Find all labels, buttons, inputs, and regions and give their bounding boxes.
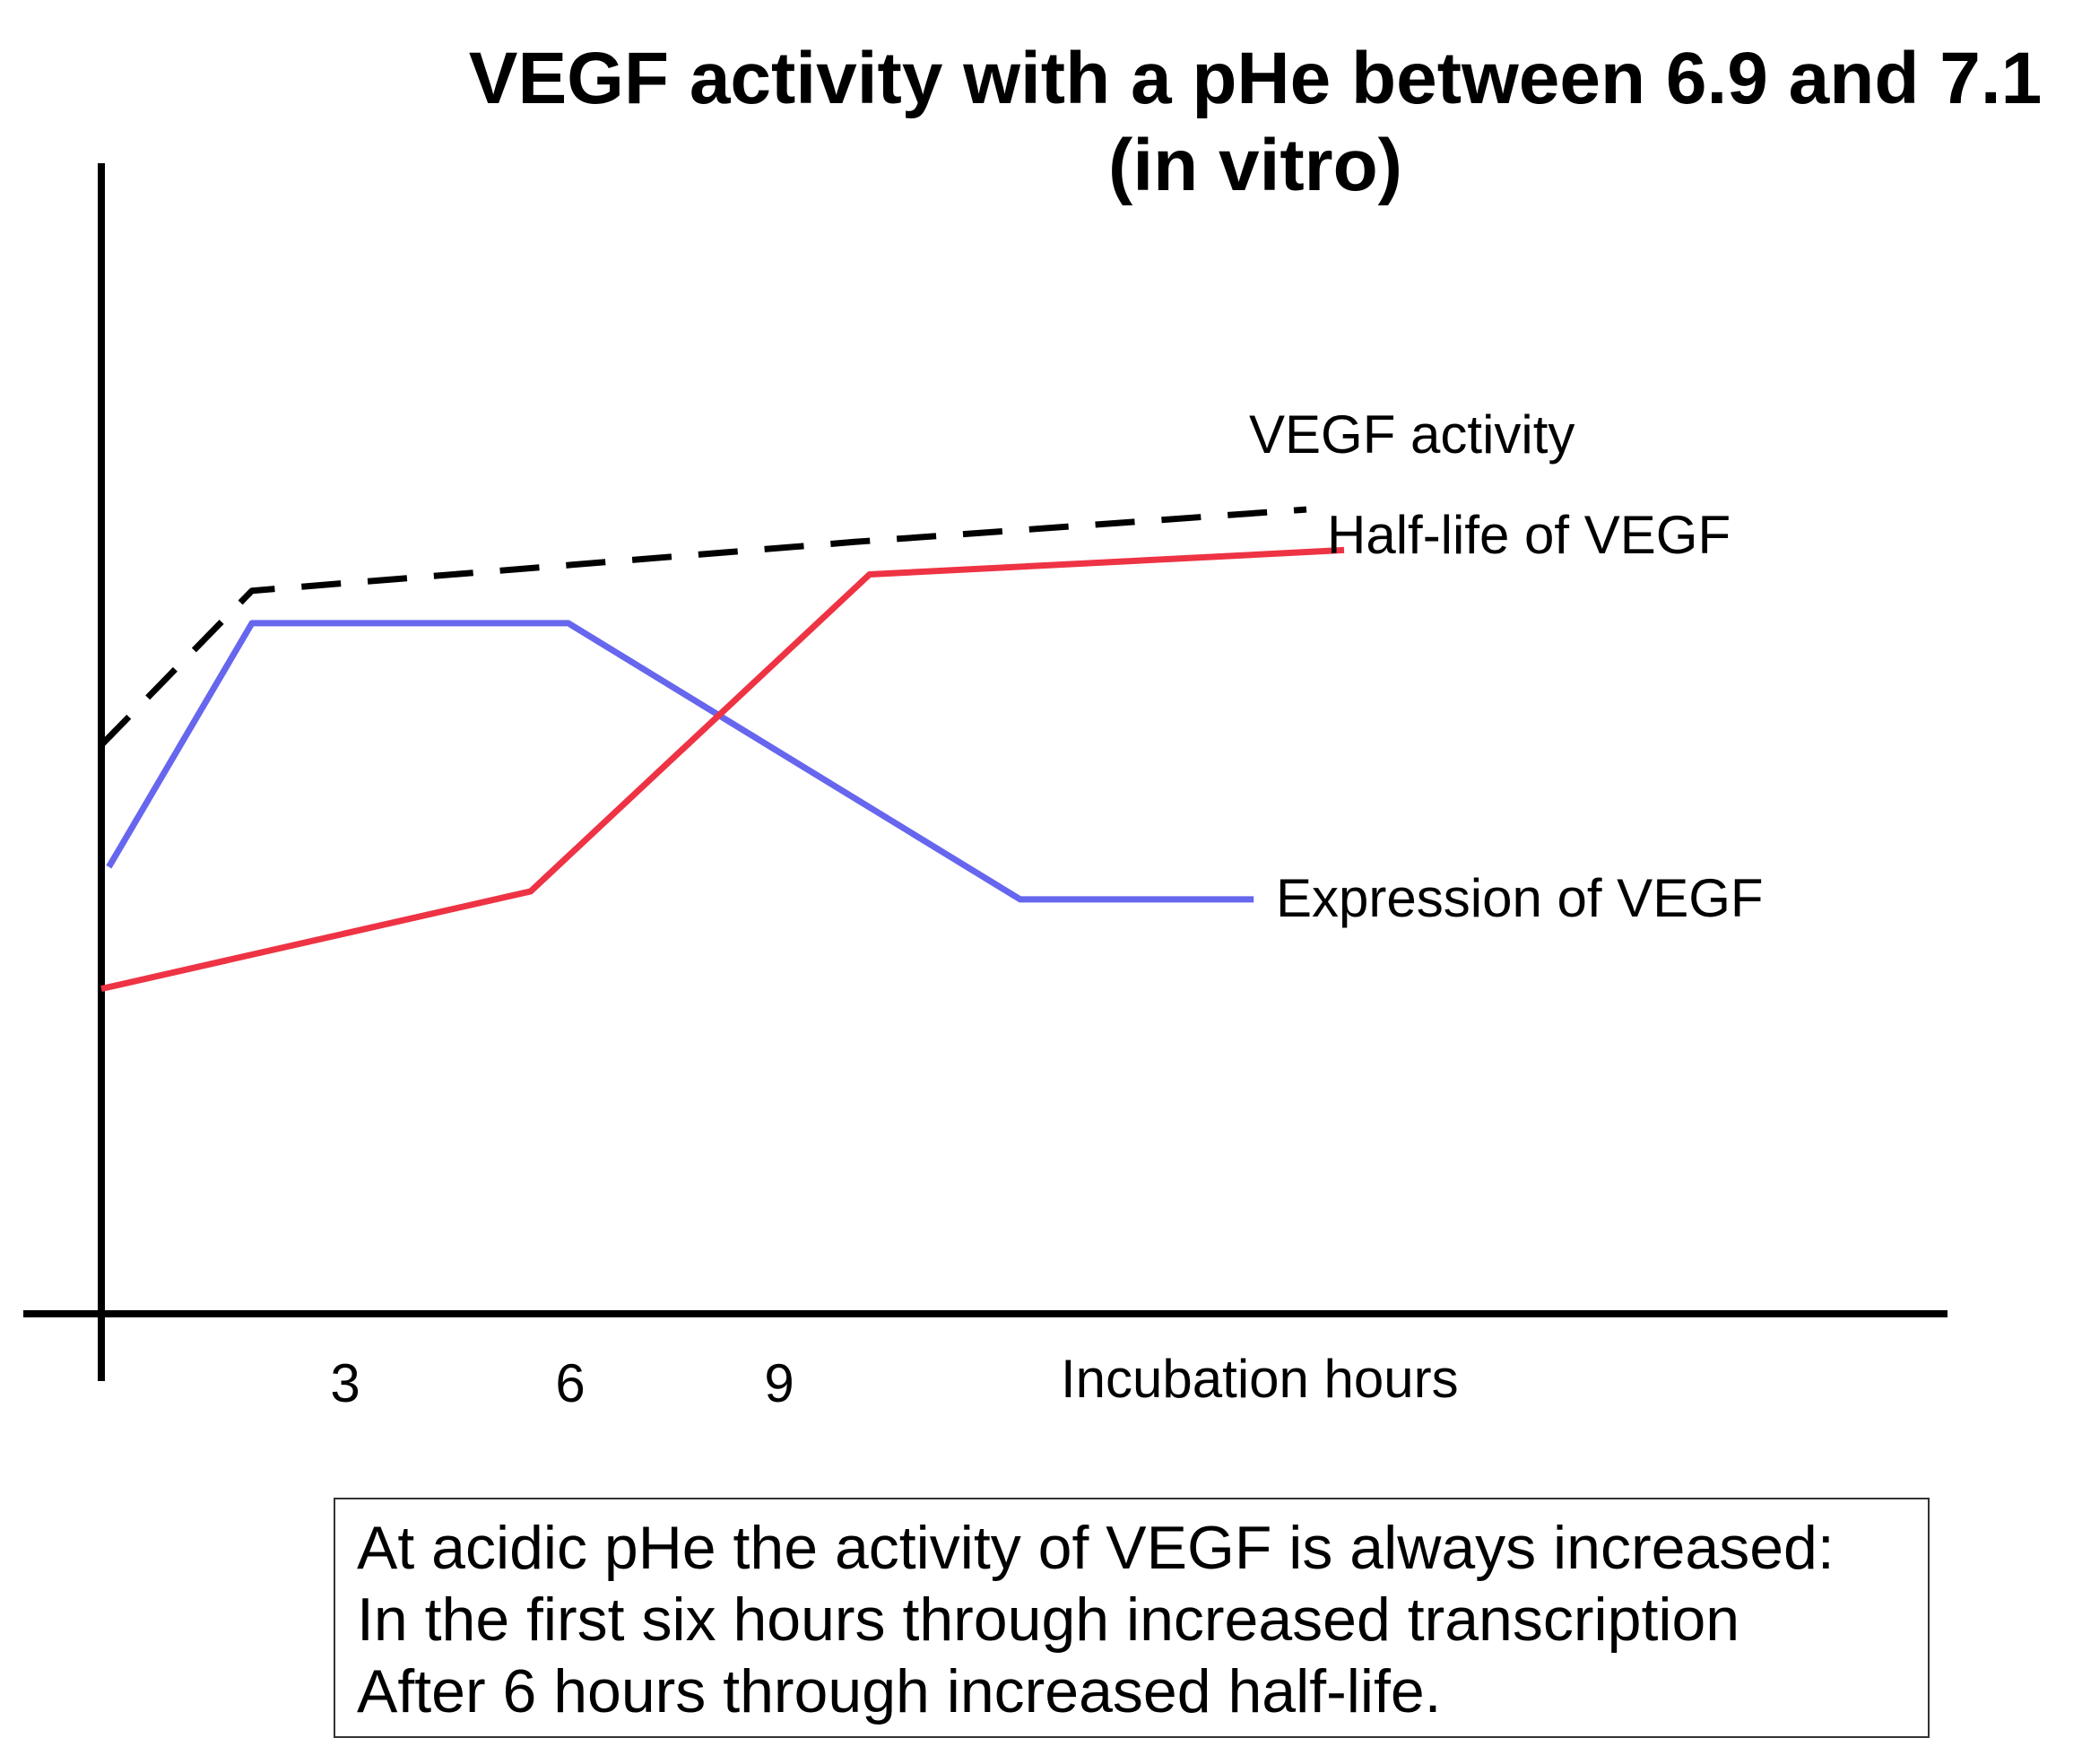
series-line-half-life-of-vegf [100, 546, 1345, 993]
annotation-line: After 6 hours through increased half-lif… [357, 1657, 1442, 1725]
series-label-half-life: Half-life of VEGF [1327, 505, 1731, 565]
series-layer [99, 506, 1345, 993]
series-label-vegf-activity: VEGF activity [1249, 404, 1575, 465]
x-tick-label: 6 [555, 1353, 585, 1413]
series-line-expression-of-vegf [106, 620, 1254, 903]
annotation-line: At acidic pHe the activity of VEGF is al… [357, 1514, 1835, 1582]
chart-subtitle: (in vitro) [1108, 125, 1402, 206]
chart-title: VEGF activity with a pHe between 6.9 and… [469, 38, 2042, 119]
annotation-line: In the first six hours through increased… [357, 1586, 1740, 1654]
x-tick-label: 3 [330, 1353, 360, 1413]
annotation-box: At acidic pHe the activity of VEGF is al… [334, 1498, 1930, 1738]
x-tick-label: 9 [764, 1353, 794, 1413]
series-label-expression: Expression of VEGF [1276, 868, 1764, 928]
x-axis-label: Incubation hours [1061, 1349, 1459, 1409]
